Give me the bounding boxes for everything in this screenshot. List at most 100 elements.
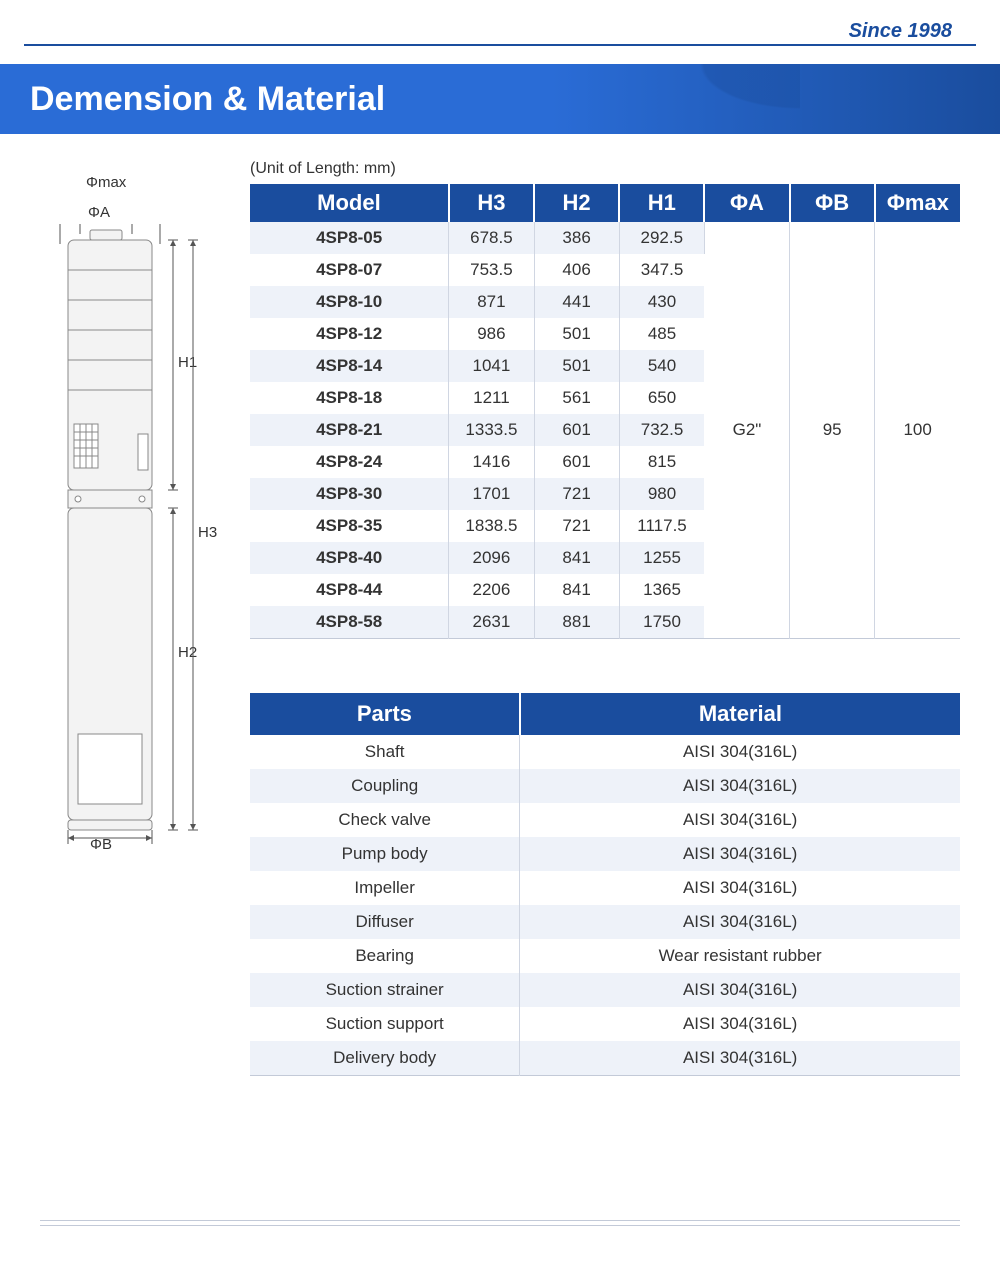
table-row: BearingWear resistant rubber (250, 939, 960, 973)
value-cell: 441 (534, 286, 619, 318)
footer-rules (40, 1220, 960, 1226)
value-cell: 732.5 (619, 414, 704, 446)
value-cell: 501 (534, 350, 619, 382)
dim-col-header: H3 (449, 184, 534, 222)
material-cell: AISI 304(316L) (520, 973, 960, 1007)
part-cell: Shaft (250, 735, 520, 769)
value-cell: 1041 (449, 350, 534, 382)
material-cell: AISI 304(316L) (520, 837, 960, 871)
dim-col-header: ΦB (790, 184, 875, 222)
value-cell: 841 (534, 542, 619, 574)
part-cell: Coupling (250, 769, 520, 803)
part-cell: Diffuser (250, 905, 520, 939)
model-cell: 4SP8-12 (250, 318, 449, 350)
pump-svg (50, 224, 210, 844)
value-cell: 1701 (449, 478, 534, 510)
merged-cell-phiB: 95 (790, 222, 875, 639)
value-cell: 601 (534, 446, 619, 478)
value-cell: 815 (619, 446, 704, 478)
model-cell: 4SP8-44 (250, 574, 449, 606)
model-cell: 4SP8-24 (250, 446, 449, 478)
value-cell: 881 (534, 606, 619, 639)
dim-col-header: ΦA (704, 184, 789, 222)
value-cell: 650 (619, 382, 704, 414)
pump-diagram: Φmax ΦA H1 H3 H2 ΦB (40, 174, 210, 854)
material-cell: AISI 304(316L) (520, 735, 960, 769)
model-cell: 4SP8-10 (250, 286, 449, 318)
table-row: ImpellerAISI 304(316L) (250, 871, 960, 905)
model-cell: 4SP8-40 (250, 542, 449, 574)
value-cell: 485 (619, 318, 704, 350)
value-cell: 721 (534, 478, 619, 510)
pm-col-header: Material (520, 693, 960, 735)
value-cell: 601 (534, 414, 619, 446)
part-cell: Pump body (250, 837, 520, 871)
material-cell: AISI 304(316L) (520, 1041, 960, 1076)
dim-col-header: H1 (619, 184, 704, 222)
material-cell: Wear resistant rubber (520, 939, 960, 973)
value-cell: 1333.5 (449, 414, 534, 446)
value-cell: 753.5 (449, 254, 534, 286)
model-cell: 4SP8-18 (250, 382, 449, 414)
diagram-label-phia: ΦA (88, 204, 110, 221)
value-cell: 430 (619, 286, 704, 318)
part-cell: Suction support (250, 1007, 520, 1041)
table-row: Suction strainerAISI 304(316L) (250, 973, 960, 1007)
value-cell: 292.5 (619, 222, 704, 254)
table-row: Suction supportAISI 304(316L) (250, 1007, 960, 1041)
value-cell: 1211 (449, 382, 534, 414)
model-cell: 4SP8-35 (250, 510, 449, 542)
value-cell: 1838.5 (449, 510, 534, 542)
top-rule (24, 44, 976, 46)
header-banner: Demension & Material MASTRA® ELECTRICPUM… (0, 64, 1000, 134)
value-cell: 1416 (449, 446, 534, 478)
part-cell: Suction strainer (250, 973, 520, 1007)
pm-col-header: Parts (250, 693, 520, 735)
value-cell: 1365 (619, 574, 704, 606)
dim-col-header: Φmax (875, 184, 960, 222)
material-cell: AISI 304(316L) (520, 905, 960, 939)
table-row: 4SP8-05678.5386292.5G2"95100 (250, 222, 960, 254)
unit-note: (Unit of Length: mm) (250, 160, 960, 178)
table-row: Delivery bodyAISI 304(316L) (250, 1041, 960, 1076)
brand-logo-text: MASTRA (825, 132, 951, 163)
part-cell: Delivery body (250, 1041, 520, 1076)
merged-cell-phiA: G2" (704, 222, 789, 639)
model-cell: 4SP8-58 (250, 606, 449, 639)
value-cell: 721 (534, 510, 619, 542)
value-cell: 871 (449, 286, 534, 318)
tables-column: (Unit of Length: mm) ModelH3H2H1ΦAΦBΦmax… (250, 160, 960, 1076)
material-cell: AISI 304(316L) (520, 871, 960, 905)
dimension-table: ModelH3H2H1ΦAΦBΦmax 4SP8-05678.5386292.5… (250, 184, 960, 639)
value-cell: 678.5 (449, 222, 534, 254)
value-cell: 986 (449, 318, 534, 350)
value-cell: 1255 (619, 542, 704, 574)
value-cell: 841 (534, 574, 619, 606)
merged-cell-phimax: 100 (875, 222, 960, 639)
banner-curve (540, 64, 800, 134)
dim-col-header: H2 (534, 184, 619, 222)
table-row: ShaftAISI 304(316L) (250, 735, 960, 769)
value-cell: 2631 (449, 606, 534, 639)
value-cell: 406 (534, 254, 619, 286)
part-cell: Bearing (250, 939, 520, 973)
model-cell: 4SP8-05 (250, 222, 449, 254)
model-cell: 4SP8-21 (250, 414, 449, 446)
material-cell: AISI 304(316L) (520, 769, 960, 803)
model-cell: 4SP8-07 (250, 254, 449, 286)
diagram-label-phimax: Φmax (86, 174, 126, 191)
diagram-column: Φmax ΦA H1 H3 H2 ΦB (40, 160, 220, 854)
value-cell: 980 (619, 478, 704, 510)
table-row: CouplingAISI 304(316L) (250, 769, 960, 803)
value-cell: 561 (534, 382, 619, 414)
value-cell: 1117.5 (619, 510, 704, 542)
content: Φmax ΦA H1 H3 H2 ΦB (40, 160, 960, 1076)
value-cell: 386 (534, 222, 619, 254)
part-cell: Check valve (250, 803, 520, 837)
value-cell: 2206 (449, 574, 534, 606)
model-cell: 4SP8-30 (250, 478, 449, 510)
table-row: DiffuserAISI 304(316L) (250, 905, 960, 939)
table-row: Pump bodyAISI 304(316L) (250, 837, 960, 871)
parts-material-table: PartsMaterial ShaftAISI 304(316L)Couplin… (250, 693, 960, 1076)
value-cell: 2096 (449, 542, 534, 574)
